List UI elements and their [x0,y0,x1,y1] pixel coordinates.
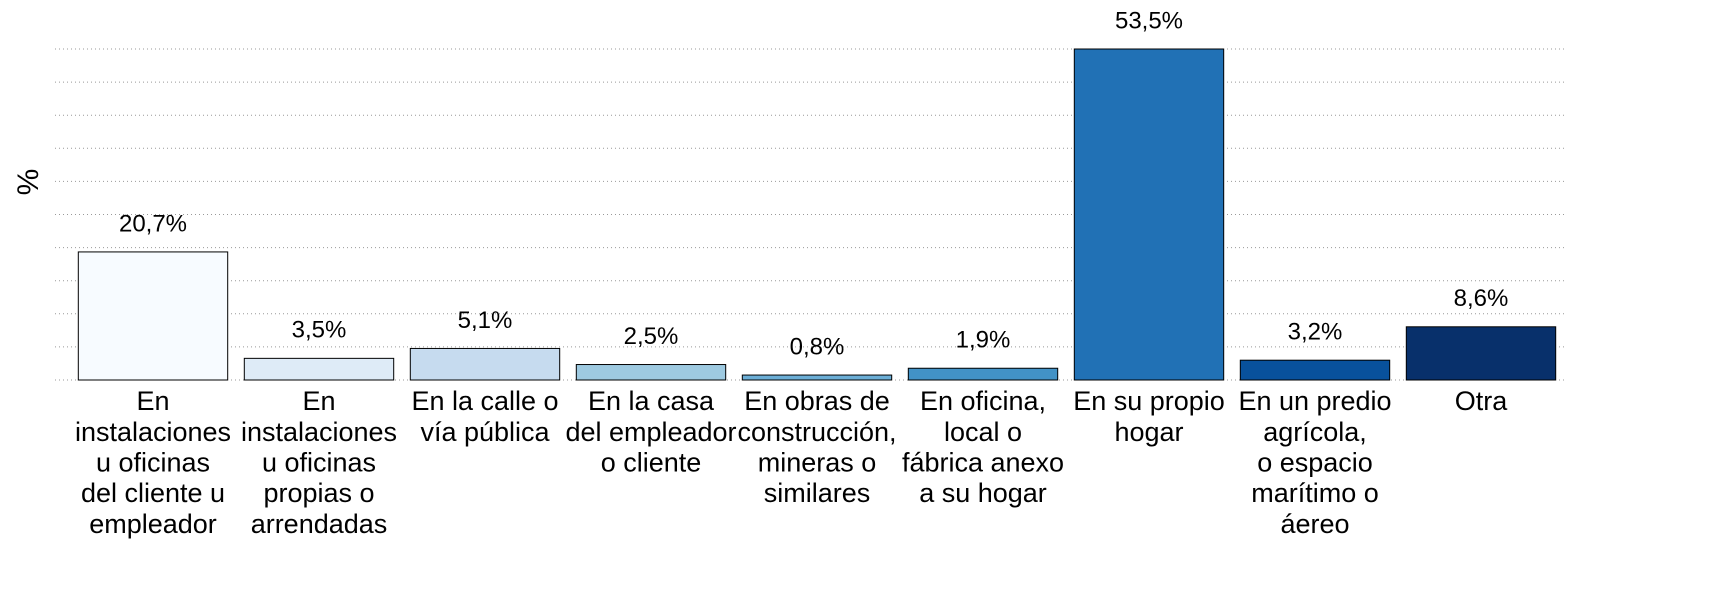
bar [243,357,395,381]
x-tick-label: marítimo o [1251,478,1379,508]
value-label: 0,8% [790,333,845,360]
bar [409,347,561,381]
x-tick-label: a su hogar [919,478,1047,508]
bar [907,367,1059,381]
x-tick-label: u oficinas [96,448,210,478]
value-label: 3,5% [292,317,347,344]
x-tick-label: propias o [263,478,374,508]
x-tick-label: instalaciones [241,417,397,447]
bar [1239,359,1391,381]
x-tick-label: arrendadas [251,509,388,539]
x-tick-label: En obras de [744,386,890,416]
x-tick-label: construcción, [737,417,896,447]
x-tick-label: En la casa [588,386,715,416]
bar [741,374,893,381]
x-tick-label: En oficina, [920,386,1046,416]
value-label: 2,5% [624,323,679,350]
x-tick-label: o cliente [601,448,702,478]
x-tick-label: u oficinas [262,448,376,478]
value-label: 8,6% [1454,285,1509,312]
bar [1073,48,1225,381]
x-tick-label: En [302,386,335,416]
x-tick-label: fábrica anexo [902,448,1064,478]
x-tick-label: En [136,386,169,416]
x-tick-label: empleador [89,509,217,539]
x-tick-label: En su propio [1073,386,1225,416]
x-tick-label: local o [944,417,1022,447]
value-label: 1,9% [956,327,1011,354]
bar [575,364,727,381]
x-tick-label: vía pública [420,417,550,447]
bar [77,251,229,381]
x-tick-label: hogar [1114,417,1183,447]
x-tick-label: áereo [1280,509,1349,539]
x-tick-label: agrícola, [1263,417,1367,447]
x-tick-label: o espacio [1257,448,1373,478]
x-tick-label: mineras o [758,448,877,478]
value-label: 3,2% [1288,319,1343,346]
value-label: 5,1% [458,307,513,334]
x-tick-label: del empleador [565,417,736,447]
x-tick-label: En la calle o [411,386,558,416]
y-axis-label: % [12,169,45,196]
x-tick-label: En un predio [1238,386,1391,416]
x-tick-label: similares [764,478,871,508]
x-tick-label: Otra [1455,386,1508,416]
value-label: 20,7% [119,210,187,237]
value-label: 53,5% [1115,7,1183,34]
x-tick-label: del cliente u [81,478,225,508]
bar [1405,326,1557,381]
x-tick-label: instalaciones [75,417,231,447]
